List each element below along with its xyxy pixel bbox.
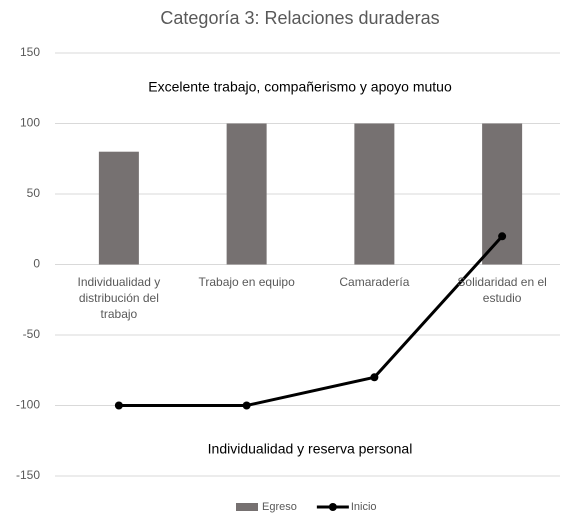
y-tick-label: -100 [16,398,40,412]
bar [98,151,139,265]
marker [370,373,379,382]
x-tick-label: Solidaridad en el estudio [457,274,547,305]
marker [242,401,251,410]
y-tick-label: 100 [20,116,40,130]
y-tick-label: -150 [16,468,40,482]
marker [114,401,123,410]
x-tick-label: Individualidad y distribución del trabaj… [77,274,161,321]
x-tick-label: Trabajo en equipo [198,274,295,289]
legend-label: Inicio [351,501,377,513]
annotation: Excelente trabajo, compañerismo y apoyo … [148,79,452,95]
line [118,235,504,407]
chart-title: Categoría 3: Relaciones duraderas [160,8,439,28]
marker [498,232,507,241]
bar [482,123,523,265]
y-tick-label: -50 [23,327,41,341]
legend-label: Egreso [262,501,297,513]
bar [354,123,395,265]
annotation: Individualidad y reserva personal [208,441,413,457]
y-tick-label: 50 [27,186,41,200]
y-tick-label: 150 [20,45,40,59]
bar [226,123,267,265]
legend-swatch [328,503,337,511]
legend-swatch [236,503,258,511]
x-tick-label: Camaradería [339,274,410,289]
y-tick-label: 0 [33,257,40,271]
